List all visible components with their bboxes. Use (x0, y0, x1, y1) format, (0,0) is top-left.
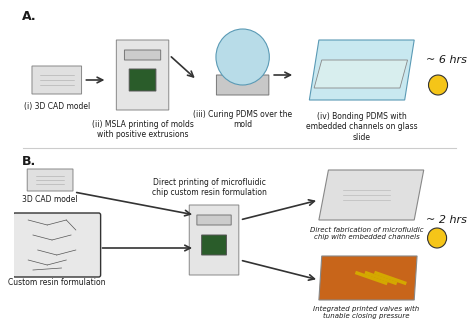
Polygon shape (319, 170, 424, 220)
FancyBboxPatch shape (125, 50, 161, 60)
FancyBboxPatch shape (129, 69, 156, 91)
FancyBboxPatch shape (32, 66, 82, 94)
FancyBboxPatch shape (27, 169, 73, 191)
Text: Integrated printed valves with
tunable closing pressure: Integrated printed valves with tunable c… (313, 306, 419, 319)
Text: Direct printing of microfluidic
chip custom resin formulation: Direct printing of microfluidic chip cus… (152, 178, 267, 197)
FancyBboxPatch shape (116, 40, 169, 110)
Text: ~ 6 hrs: ~ 6 hrs (426, 55, 466, 65)
FancyBboxPatch shape (189, 205, 239, 275)
Polygon shape (319, 256, 417, 300)
Text: (iv) Bonding PDMS with
embedded channels on glass
slide: (iv) Bonding PDMS with embedded channels… (306, 112, 418, 142)
Polygon shape (310, 40, 414, 100)
Circle shape (428, 228, 447, 248)
Text: 3D CAD model: 3D CAD model (22, 195, 78, 204)
FancyBboxPatch shape (217, 75, 269, 95)
FancyBboxPatch shape (13, 213, 100, 277)
Text: ~ 2 hrs: ~ 2 hrs (426, 215, 466, 225)
Circle shape (216, 29, 269, 85)
Circle shape (428, 75, 447, 95)
Text: Custom resin formulation: Custom resin formulation (8, 278, 106, 287)
Text: A.: A. (21, 10, 36, 23)
Polygon shape (314, 60, 408, 88)
Text: (iii) Curing PDMS over the
mold: (iii) Curing PDMS over the mold (193, 110, 292, 129)
Text: (i) 3D CAD model: (i) 3D CAD model (24, 102, 90, 111)
FancyBboxPatch shape (197, 215, 231, 225)
FancyBboxPatch shape (201, 235, 227, 255)
Text: (ii) MSLA printing of molds
with positive extrusions: (ii) MSLA printing of molds with positiv… (91, 120, 193, 139)
Text: Direct fabrication of microfluidic
chip with embedded channels: Direct fabrication of microfluidic chip … (310, 227, 423, 240)
Text: B.: B. (21, 155, 36, 168)
